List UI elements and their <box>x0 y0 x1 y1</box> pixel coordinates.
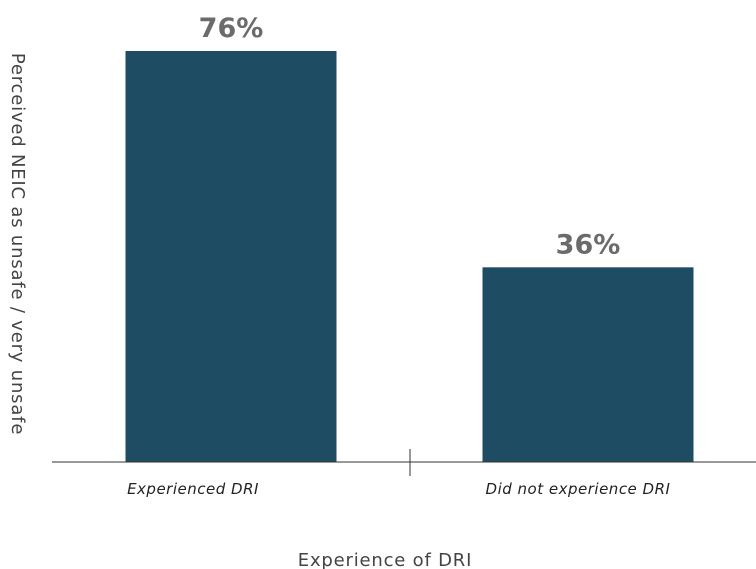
value-label-2: 36% <box>556 229 621 260</box>
category-labels-group: Experienced DRI Did not experience DRI <box>127 480 670 498</box>
x-axis-title: Experience of DRI <box>298 550 472 569</box>
value-labels-group: 76% 36% <box>199 13 621 260</box>
bar-2 <box>482 267 694 462</box>
category-label-1: Experienced DRI <box>127 480 259 498</box>
value-label-1: 76% <box>199 13 264 44</box>
category-label-2: Did not experience DRI <box>486 480 671 498</box>
bars-group <box>125 51 694 462</box>
y-axis-title: Perceived NEIC as unsafe / very unsafe <box>7 53 28 435</box>
bar-1 <box>125 51 337 462</box>
